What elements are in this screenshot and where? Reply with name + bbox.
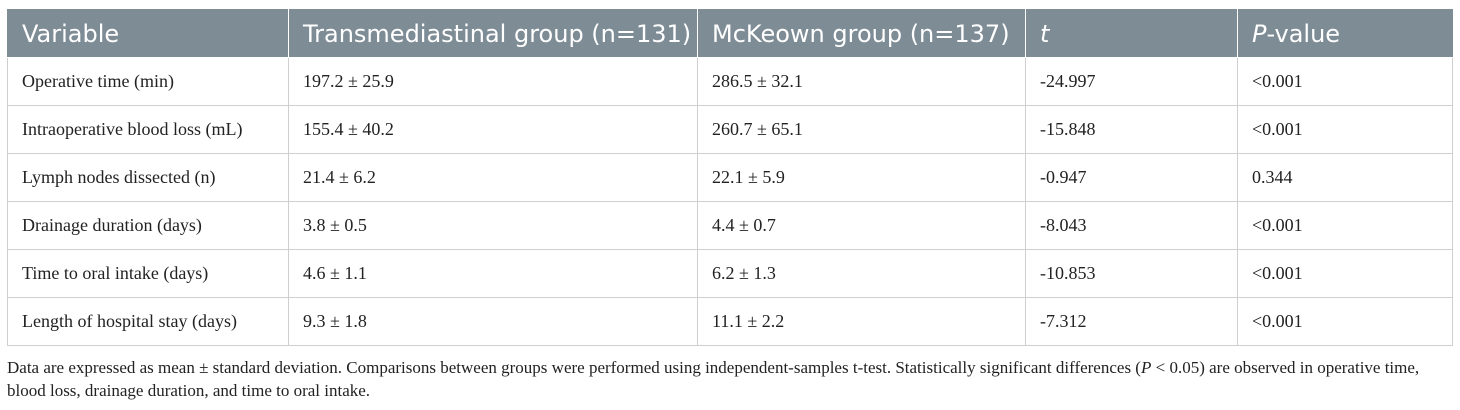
cell-mckeown: 11.1 ± 2.2 xyxy=(697,297,1026,346)
cell-t: -15.848 xyxy=(1025,105,1238,154)
cell-p: 0.344 xyxy=(1237,153,1453,202)
table-row: Time to oral intake (days) 4.6 ± 1.1 6.2… xyxy=(7,249,1453,298)
table-row: Operative time (min) 197.2 ± 25.9 286.5 … xyxy=(7,57,1453,106)
cell-mckeown: 22.1 ± 5.9 xyxy=(697,153,1026,202)
cell-t: -7.312 xyxy=(1025,297,1238,346)
cell-variable: Operative time (min) xyxy=(7,57,289,106)
cell-mckeown: 6.2 ± 1.3 xyxy=(697,249,1026,298)
cell-p: <0.001 xyxy=(1237,105,1453,154)
results-table-container: Variable Transmediastinal group (n=131) … xyxy=(7,9,1453,346)
table-row: Length of hospital stay (days) 9.3 ± 1.8… xyxy=(7,297,1453,346)
cell-t: -0.947 xyxy=(1025,153,1238,202)
cell-p: <0.001 xyxy=(1237,249,1453,298)
cell-t: -8.043 xyxy=(1025,201,1238,250)
cell-p: <0.001 xyxy=(1237,57,1453,106)
header-mckeown: McKeown group (n=137) xyxy=(697,9,1026,58)
table-row: Drainage duration (days) 3.8 ± 0.5 4.4 ±… xyxy=(7,201,1453,250)
cell-p: <0.001 xyxy=(1237,297,1453,346)
cell-t: -10.853 xyxy=(1025,249,1238,298)
cell-mckeown: 286.5 ± 32.1 xyxy=(697,57,1026,106)
cell-transmediastinal: 21.4 ± 6.2 xyxy=(288,153,698,202)
footnote-p-letter: P xyxy=(1140,358,1152,377)
cell-transmediastinal: 3.8 ± 0.5 xyxy=(288,201,698,250)
cell-variable: Drainage duration (days) xyxy=(7,201,289,250)
cell-variable: Time to oral intake (days) xyxy=(7,249,289,298)
cell-transmediastinal: 155.4 ± 40.2 xyxy=(288,105,698,154)
cell-variable: Intraoperative blood loss (mL) xyxy=(7,105,289,154)
header-t: t xyxy=(1025,9,1238,58)
cell-transmediastinal: 9.3 ± 1.8 xyxy=(288,297,698,346)
header-p-suffix: -value xyxy=(1266,19,1341,48)
cell-variable: Lymph nodes dissected (n) xyxy=(7,153,289,202)
table-header-row: Variable Transmediastinal group (n=131) … xyxy=(7,9,1453,58)
header-p-value: P-value xyxy=(1237,9,1453,58)
table-row: Lymph nodes dissected (n) 21.4 ± 6.2 22.… xyxy=(7,153,1453,202)
header-transmediastinal: Transmediastinal group (n=131) xyxy=(288,9,698,58)
cell-mckeown: 260.7 ± 65.1 xyxy=(697,105,1026,154)
results-table: Variable Transmediastinal group (n=131) … xyxy=(7,9,1453,346)
cell-p: <0.001 xyxy=(1237,201,1453,250)
header-p-letter: P xyxy=(1252,19,1267,48)
cell-mckeown: 4.4 ± 0.7 xyxy=(697,201,1026,250)
footnote-text-after: < 0.05) are observed in operative time, … xyxy=(7,358,1420,400)
cell-transmediastinal: 4.6 ± 1.1 xyxy=(288,249,698,298)
cell-variable: Length of hospital stay (days) xyxy=(7,297,289,346)
table-row: Intraoperative blood loss (mL) 155.4 ± 4… xyxy=(7,105,1453,154)
cell-t: -24.997 xyxy=(1025,57,1238,106)
footnote-text-before: Data are expressed as mean ± standard de… xyxy=(7,358,1141,377)
header-variable: Variable xyxy=(7,9,289,58)
cell-transmediastinal: 197.2 ± 25.9 xyxy=(288,57,698,106)
table-footnote: Data are expressed as mean ± standard de… xyxy=(7,356,1455,402)
